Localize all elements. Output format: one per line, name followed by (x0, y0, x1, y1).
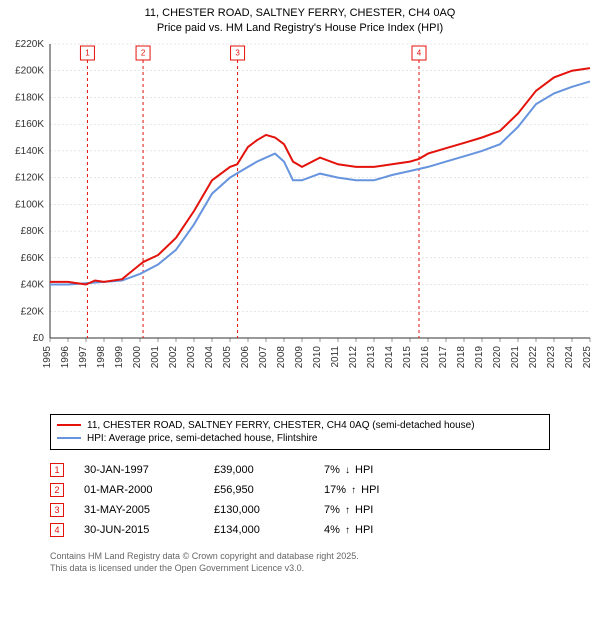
event-price: £130,000 (214, 504, 324, 516)
svg-text:2: 2 (141, 48, 146, 57)
svg-text:£160K: £160K (15, 119, 44, 130)
footer-attribution: Contains HM Land Registry data © Crown c… (50, 550, 600, 574)
event-pct: 4% ↑ HPI (324, 524, 394, 536)
legend-swatch (57, 424, 81, 426)
event-date: 31-MAY-2005 (84, 504, 214, 516)
svg-text:£140K: £140K (15, 146, 44, 157)
footer-line1: Contains HM Land Registry data © Crown c… (50, 550, 600, 562)
event-marker-icon: 2 (50, 483, 64, 497)
event-pct: 17% ↑ HPI (324, 484, 394, 496)
svg-text:2021: 2021 (510, 345, 521, 368)
event-pct: 7% ↑ HPI (324, 504, 394, 516)
svg-text:1998: 1998 (96, 345, 107, 368)
event-row: 2 01-MAR-2000£56,95017% ↑ HPI (50, 480, 550, 500)
svg-text:2008: 2008 (276, 345, 287, 368)
legend-item: HPI: Average price, semi-detached house,… (57, 432, 543, 445)
chart-title: 11, CHESTER ROAD, SALTNEY FERRY, CHESTER… (0, 0, 600, 38)
title-line2: Price paid vs. HM Land Registry's House … (0, 21, 600, 36)
svg-text:2004: 2004 (204, 345, 215, 368)
svg-text:2022: 2022 (528, 345, 539, 368)
legend-swatch (57, 437, 81, 439)
svg-text:2000: 2000 (132, 345, 143, 368)
legend-label: 11, CHESTER ROAD, SALTNEY FERRY, CHESTER… (87, 420, 475, 431)
footer-line2: This data is licensed under the Open Gov… (50, 562, 600, 574)
svg-text:1996: 1996 (60, 345, 71, 368)
event-price: £134,000 (214, 524, 324, 536)
svg-text:£180K: £180K (15, 92, 44, 103)
svg-text:2010: 2010 (312, 345, 323, 368)
svg-text:1999: 1999 (114, 345, 125, 368)
svg-text:2025: 2025 (582, 345, 593, 368)
svg-text:2011: 2011 (330, 345, 341, 367)
chart-area: £0 £20K £40K £60K £80K £100K £120K £140K £160K £1… (0, 38, 600, 408)
svg-text:£100K: £100K (15, 199, 44, 210)
event-row: 3 31-MAY-2005£130,0007% ↑ HPI (50, 500, 550, 520)
svg-text:2017: 2017 (438, 345, 449, 368)
svg-text:2003: 2003 (186, 345, 197, 368)
svg-text:2007: 2007 (258, 345, 269, 368)
svg-text:£0: £0 (33, 333, 45, 344)
event-marker-icon: 4 (50, 523, 64, 537)
svg-text:£120K: £120K (15, 172, 44, 183)
svg-text:2005: 2005 (222, 345, 233, 368)
svg-text:2016: 2016 (420, 345, 431, 368)
svg-text:2020: 2020 (492, 345, 503, 368)
svg-text:£200K: £200K (15, 65, 44, 76)
event-pct: 7% ↓ HPI (324, 464, 394, 476)
svg-text:2015: 2015 (402, 345, 413, 368)
svg-text:2009: 2009 (294, 345, 305, 368)
svg-text:1: 1 (85, 48, 90, 57)
event-marker-icon: 1 (50, 463, 64, 477)
event-row: 4 30-JUN-2015£134,0004% ↑ HPI (50, 520, 550, 540)
svg-text:4: 4 (417, 48, 422, 57)
svg-text:£220K: £220K (15, 39, 44, 50)
event-date: 01-MAR-2000 (84, 484, 214, 496)
svg-text:1995: 1995 (42, 345, 53, 368)
svg-text:2014: 2014 (384, 345, 395, 368)
svg-text:2024: 2024 (564, 345, 575, 368)
event-price: £56,950 (214, 484, 324, 496)
svg-text:2006: 2006 (240, 345, 251, 368)
event-price: £39,000 (214, 464, 324, 476)
svg-text:2001: 2001 (150, 345, 161, 368)
svg-text:£80K: £80K (21, 226, 45, 237)
svg-text:3: 3 (235, 48, 240, 57)
svg-text:2012: 2012 (348, 345, 359, 368)
legend: 11, CHESTER ROAD, SALTNEY FERRY, CHESTER… (50, 414, 550, 450)
svg-text:£40K: £40K (21, 279, 45, 290)
line-chart: £0 £20K £40K £60K £80K £100K £120K £140K £160K £1… (0, 38, 600, 408)
event-date: 30-JAN-1997 (84, 464, 214, 476)
svg-text:2018: 2018 (456, 345, 467, 368)
svg-text:1997: 1997 (78, 345, 89, 368)
event-row: 1 30-JAN-1997£39,0007% ↓ HPI (50, 460, 550, 480)
legend-item: 11, CHESTER ROAD, SALTNEY FERRY, CHESTER… (57, 419, 543, 432)
svg-text:£60K: £60K (21, 253, 45, 264)
title-line1: 11, CHESTER ROAD, SALTNEY FERRY, CHESTER… (0, 6, 600, 21)
svg-text:2019: 2019 (474, 345, 485, 368)
legend-label: HPI: Average price, semi-detached house,… (87, 433, 318, 444)
svg-text:£20K: £20K (21, 306, 45, 317)
events-table: 130-JAN-1997£39,0007% ↓ HPI201-MAR-2000£… (50, 460, 550, 540)
event-marker-icon: 3 (50, 503, 64, 517)
event-date: 30-JUN-2015 (84, 524, 214, 536)
svg-text:2023: 2023 (546, 345, 557, 368)
svg-text:2002: 2002 (168, 345, 179, 368)
svg-text:2013: 2013 (366, 345, 377, 368)
